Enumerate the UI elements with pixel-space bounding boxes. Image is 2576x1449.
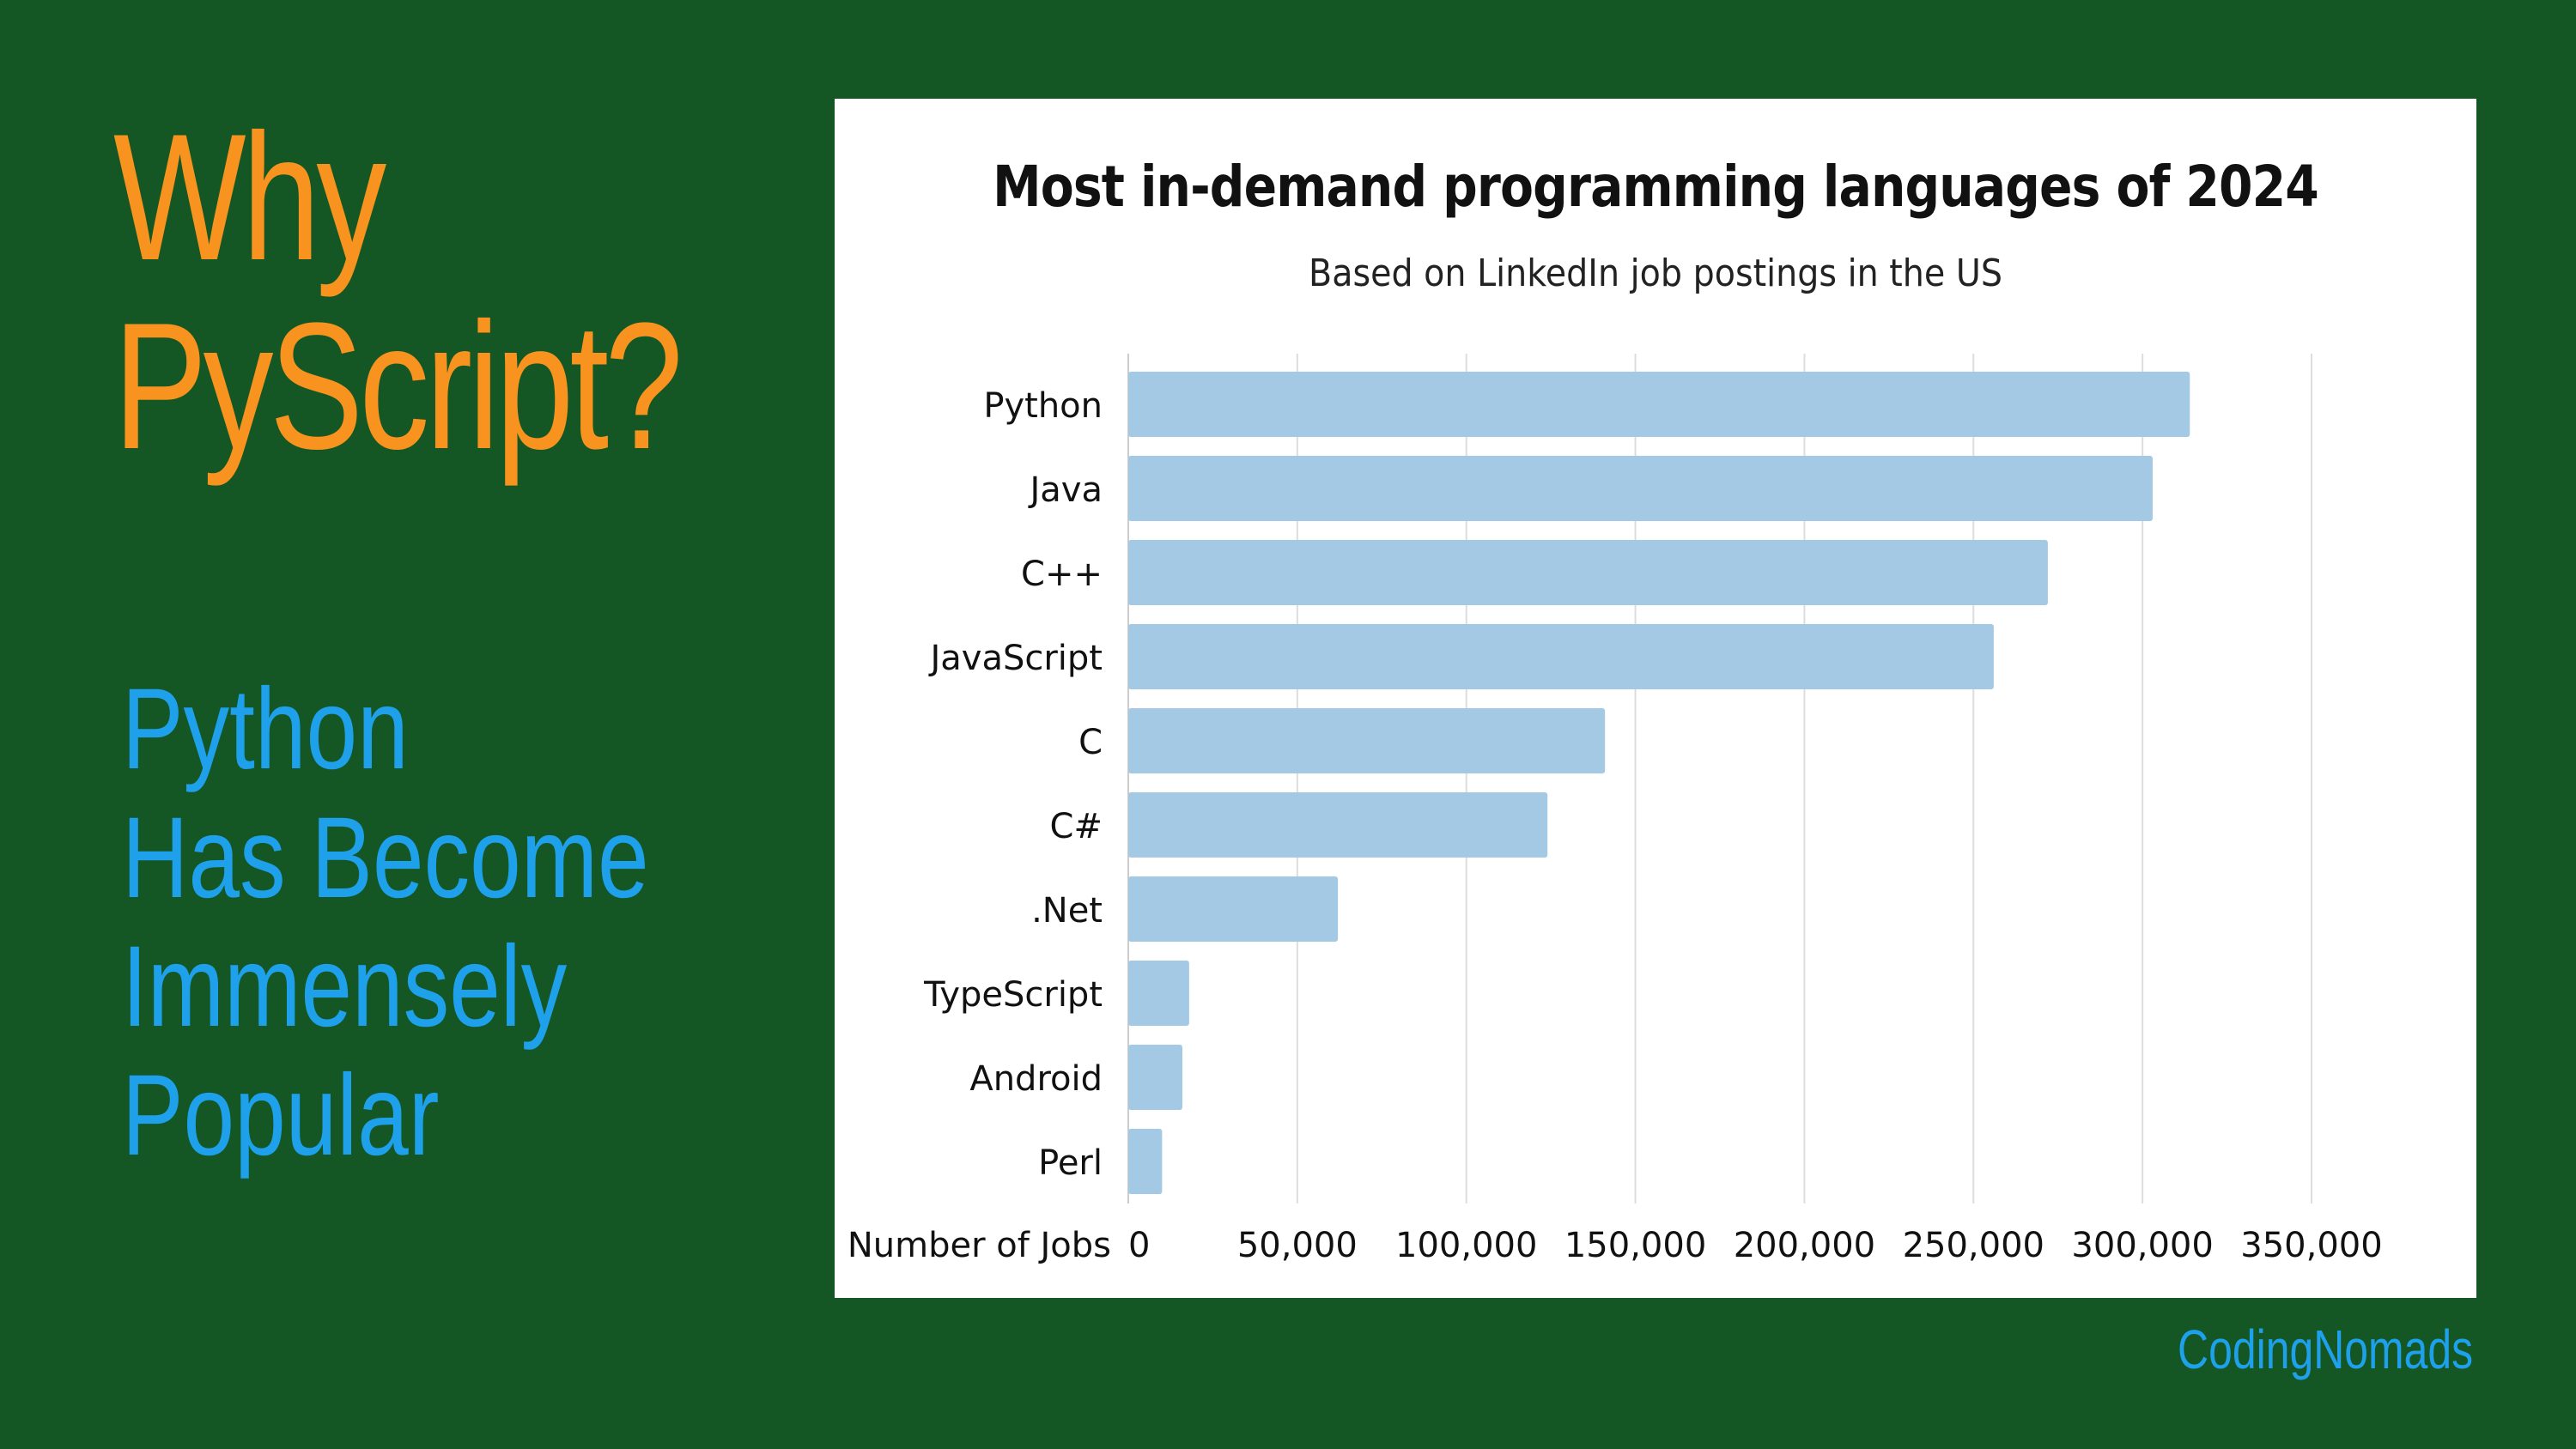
x-tick-label: 50,000 bbox=[1237, 1226, 1358, 1265]
category-label: .Net bbox=[1031, 891, 1103, 931]
bar bbox=[1128, 1129, 1163, 1194]
bar bbox=[1128, 372, 2190, 437]
heading-line: Why bbox=[113, 96, 386, 298]
bar bbox=[1128, 540, 2048, 605]
x-tick-label: 250,000 bbox=[1903, 1226, 2044, 1265]
bar bbox=[1128, 708, 1606, 773]
slide-subheading: Python Has Become Immensely Popular bbox=[122, 665, 649, 1180]
category-label: JavaScript bbox=[927, 639, 1103, 678]
x-axis-label: Number of Jobs bbox=[848, 1226, 1111, 1265]
bar bbox=[1128, 792, 1548, 858]
x-tick-label: 200,000 bbox=[1734, 1226, 1875, 1265]
category-label: C# bbox=[1050, 807, 1103, 846]
x-tick-label: 150,000 bbox=[1564, 1226, 1706, 1265]
subheading-line: Python bbox=[122, 665, 409, 793]
bar bbox=[1128, 876, 1339, 942]
bar bbox=[1128, 624, 1994, 689]
bar bbox=[1128, 1045, 1182, 1110]
chart-subtitle: Based on LinkedIn job postings in the US bbox=[1309, 252, 2002, 295]
category-label: C++ bbox=[1021, 555, 1103, 594]
x-tick-label: 100,000 bbox=[1395, 1226, 1537, 1265]
category-label: C bbox=[1078, 723, 1103, 762]
subheading-line: Immensely bbox=[122, 923, 568, 1051]
category-label: TypeScript bbox=[923, 975, 1103, 1015]
x-tick-label: 0 bbox=[1128, 1226, 1150, 1265]
category-label: Python bbox=[983, 386, 1103, 426]
subheading-line: Popular bbox=[122, 1052, 440, 1179]
category-label: Java bbox=[1028, 470, 1103, 510]
x-tick-label: 350,000 bbox=[2240, 1226, 2382, 1265]
heading-line: PyScript? bbox=[113, 285, 683, 487]
category-label: Perl bbox=[1038, 1143, 1103, 1183]
slide-heading: Why PyScript? bbox=[113, 96, 683, 487]
subheading-line: Has Become bbox=[122, 794, 649, 922]
chart-title: Most in-demand programming languages of … bbox=[993, 154, 2319, 220]
bar bbox=[1128, 961, 1189, 1026]
bar-chart: Python Java C++ JavaScript C C# .Net TypeScript… bbox=[848, 354, 2383, 1265]
bar bbox=[1128, 456, 2153, 521]
brand-logo: CodingNomads bbox=[2177, 1319, 2473, 1380]
chart-panel: Most in-demand programming languages of … bbox=[835, 99, 2476, 1298]
x-tick-label: 300,000 bbox=[2071, 1226, 2213, 1265]
category-label: Android bbox=[969, 1059, 1103, 1099]
heading-block: Why PyScript? bbox=[113, 103, 783, 481]
